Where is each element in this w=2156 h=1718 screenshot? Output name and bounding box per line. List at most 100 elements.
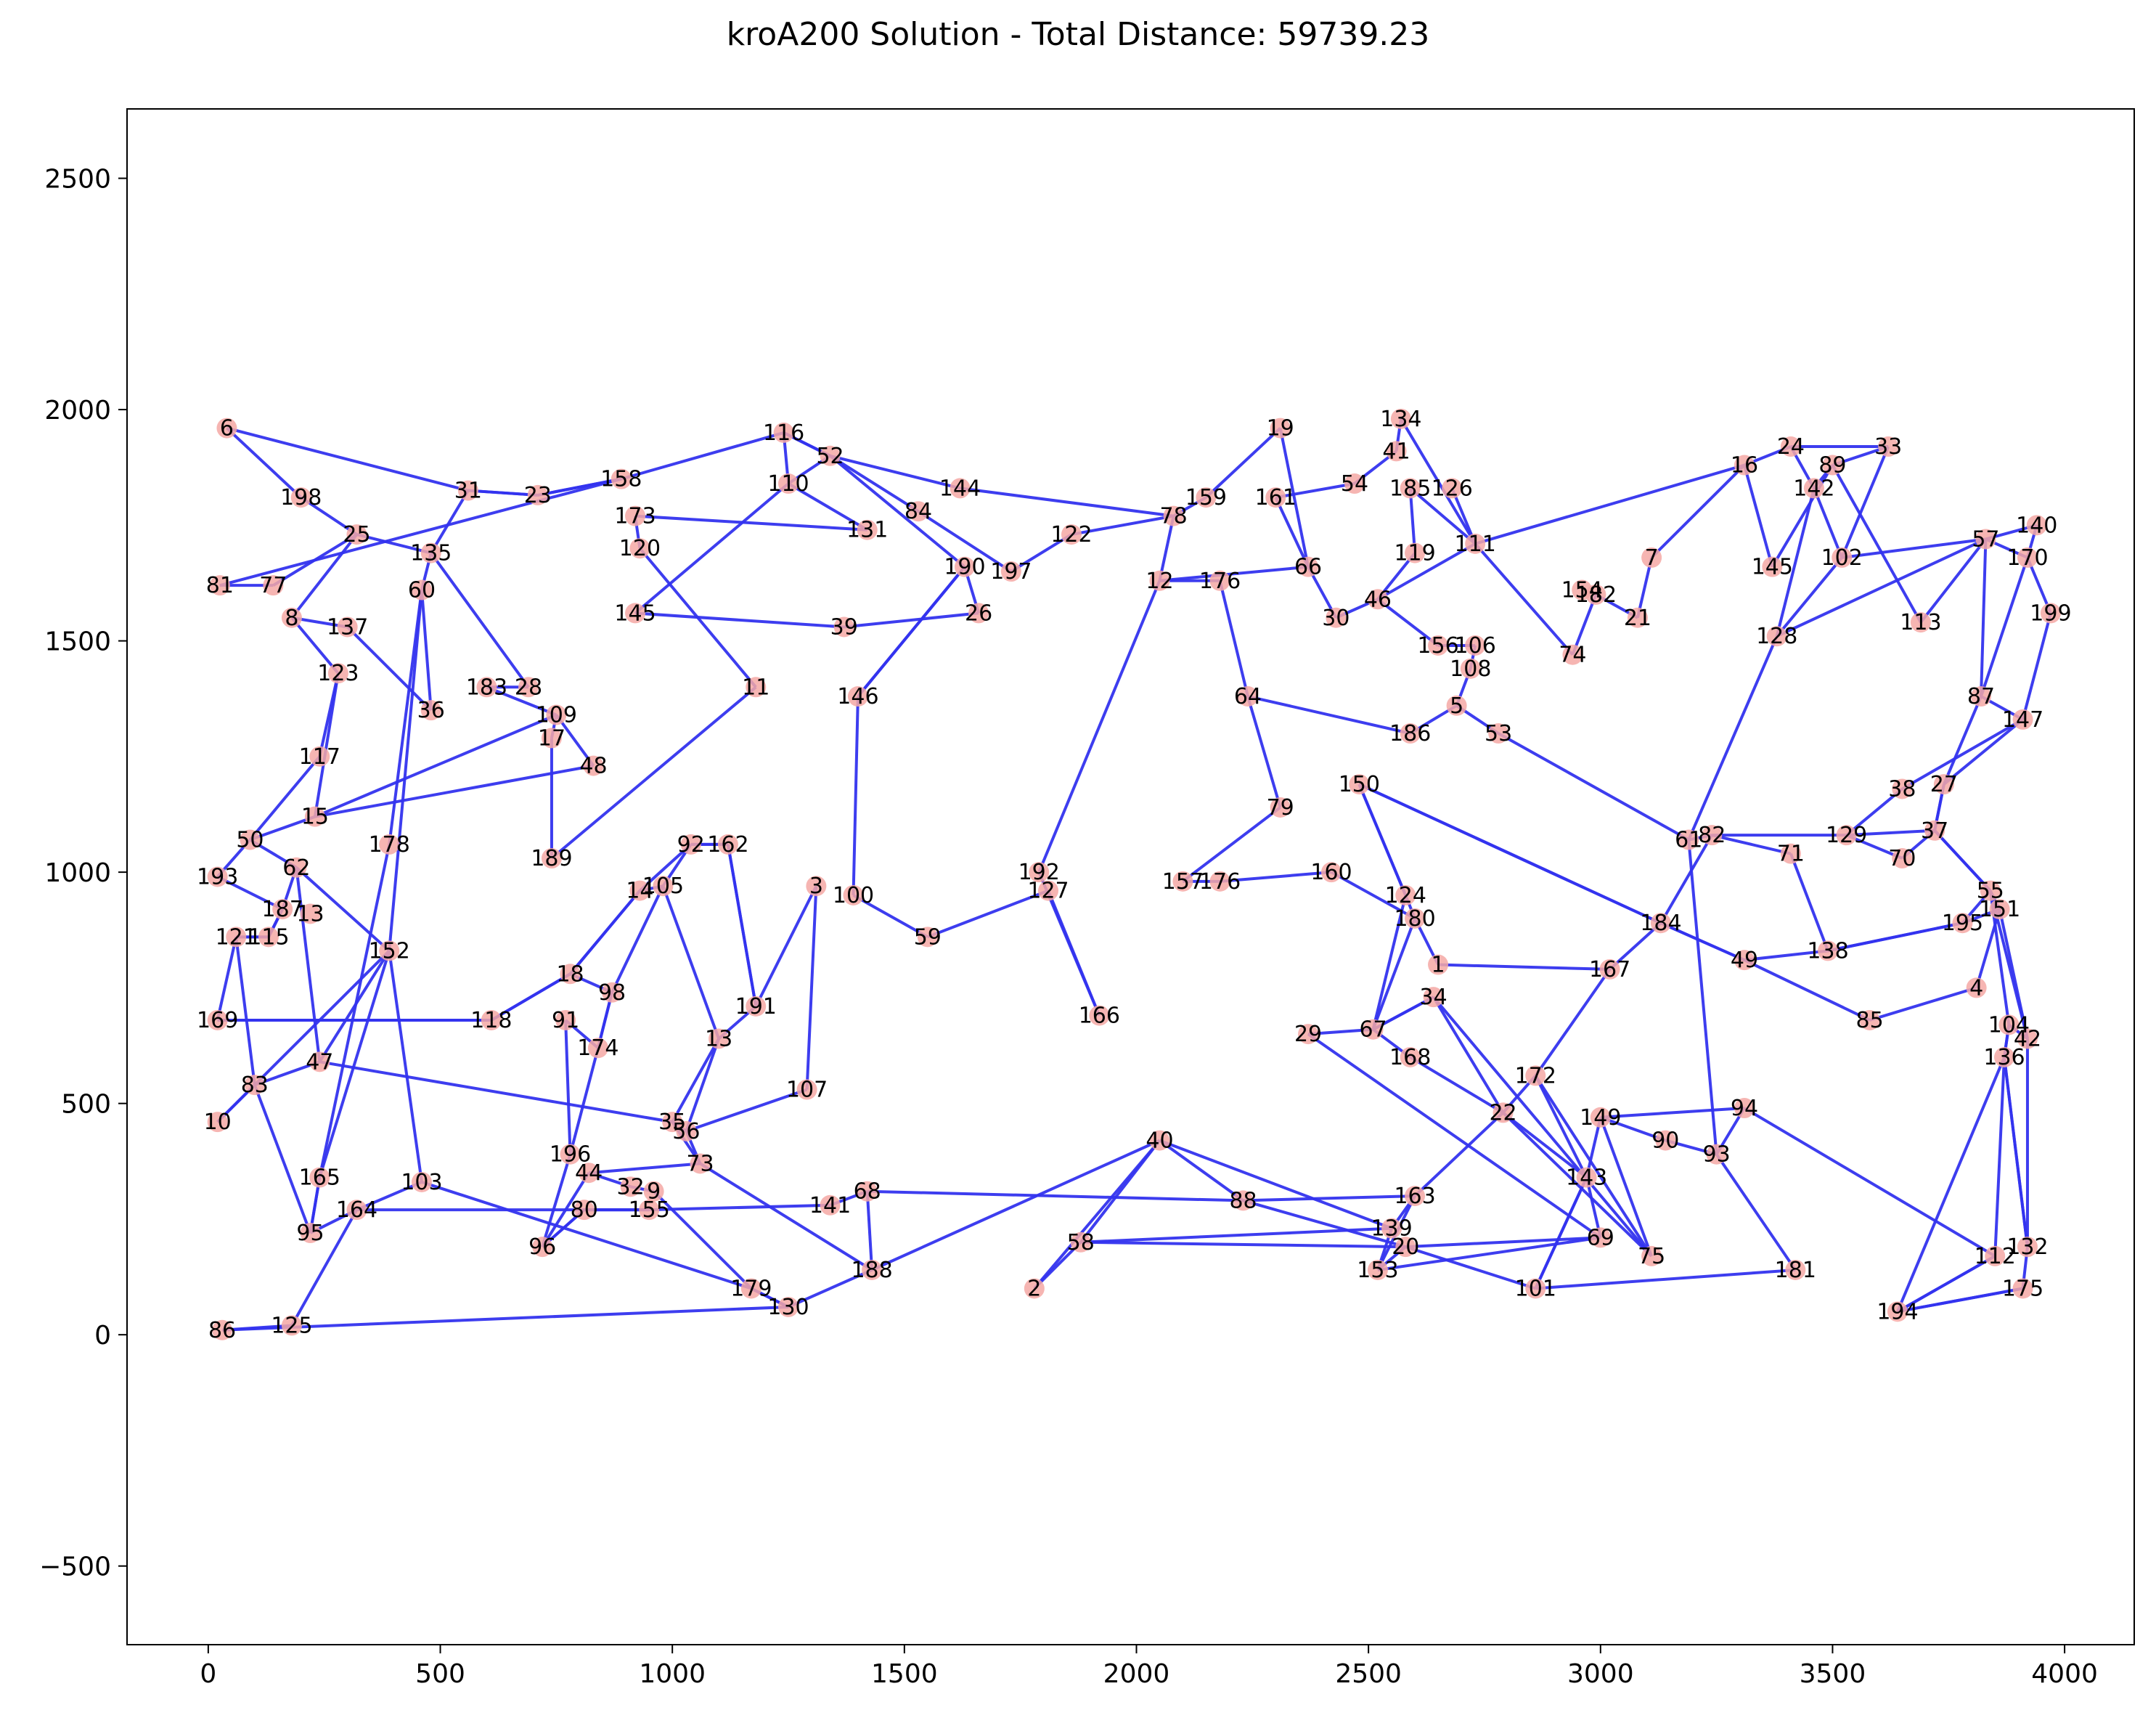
route-edge <box>550 685 757 860</box>
route-edge <box>1413 1111 1504 1197</box>
city-nodes <box>207 408 2061 1340</box>
route-edge <box>1408 488 1417 553</box>
city-label: 174 <box>577 1035 618 1061</box>
city-point <box>1381 1218 1402 1239</box>
city-point <box>1822 455 1843 476</box>
route-edge <box>1071 514 1174 537</box>
x-tick-label: 4000 <box>2031 1659 2098 1689</box>
city-point <box>1966 977 1987 998</box>
city-label: 135 <box>410 541 452 566</box>
route-edge <box>486 685 558 717</box>
city-point <box>1196 487 1217 508</box>
city-label: 197 <box>990 559 1032 585</box>
city-point <box>2017 547 2038 568</box>
city-label: 32 <box>617 1174 645 1200</box>
route-edge <box>1933 829 1992 892</box>
city-point <box>1599 958 1620 980</box>
city-point <box>908 501 929 522</box>
city-point <box>1641 547 1662 568</box>
city-point <box>1924 820 1945 841</box>
city-label: 102 <box>1821 545 1863 571</box>
city-label: 6 <box>220 416 234 441</box>
city-point <box>1442 478 1463 499</box>
route-edge <box>1242 1199 1406 1249</box>
route-edge <box>1432 996 1653 1258</box>
city-point <box>746 677 767 698</box>
city-point <box>2017 1028 2038 1049</box>
city-point <box>1061 524 1082 545</box>
chart-title: kroA200 Solution - Total Distance: 59739… <box>727 16 1430 53</box>
route-edge <box>634 514 867 532</box>
city-point <box>1349 774 1370 795</box>
city-point <box>1641 1245 1662 1266</box>
city-label: 195 <box>1942 911 1983 936</box>
city-label: 101 <box>1515 1276 1556 1301</box>
route-edge <box>2021 612 2052 720</box>
city-label: 188 <box>851 1258 892 1283</box>
route-edge <box>1498 732 1690 842</box>
city-label: 5 <box>1450 693 1463 719</box>
city-label: 18 <box>556 961 584 987</box>
city-point <box>1405 1186 1426 1207</box>
route-edge <box>1371 918 1416 1030</box>
route-edge <box>1159 1139 1244 1202</box>
city-label: 52 <box>816 444 844 469</box>
city-point <box>476 677 497 698</box>
city-point <box>272 899 293 920</box>
x-tick-label: 3500 <box>1800 1659 1866 1689</box>
route-edge <box>1776 556 1843 638</box>
route-edge <box>1840 446 1890 558</box>
route-edge <box>1660 921 1745 961</box>
city-label: 163 <box>1394 1184 1435 1209</box>
route-edge <box>1376 598 1440 647</box>
route-edge <box>1331 871 1416 920</box>
city-label: 164 <box>336 1197 377 1223</box>
route-edge <box>1243 1194 1416 1202</box>
city-label: 80 <box>571 1197 598 1223</box>
city-point <box>1655 1130 1676 1151</box>
city-label: 10 <box>204 1110 232 1135</box>
route-edge <box>830 454 961 490</box>
city-point <box>1233 1190 1254 1211</box>
city-point <box>1975 529 1996 550</box>
route-edge <box>1711 834 1792 855</box>
city-label: 146 <box>837 684 878 709</box>
city-point <box>327 663 348 684</box>
city-label: 149 <box>1580 1105 1621 1131</box>
route-edge <box>685 1088 808 1133</box>
city-label: 193 <box>197 865 238 890</box>
city-point <box>1344 473 1365 494</box>
city-label: 94 <box>1731 1096 1758 1121</box>
city-point <box>717 834 738 855</box>
city-label: 14 <box>626 879 653 904</box>
city-label: 60 <box>408 578 436 603</box>
city-label: 40 <box>1146 1128 1173 1154</box>
city-point <box>602 982 623 1003</box>
city-label: 139 <box>1371 1216 1412 1242</box>
route-edge <box>1744 949 1829 962</box>
city-point <box>778 1296 799 1317</box>
route-edge <box>1993 1057 2006 1256</box>
city-label: 128 <box>1756 624 1797 649</box>
route-edge <box>537 477 622 497</box>
city-point <box>532 1237 553 1258</box>
route-edge <box>1220 871 1332 883</box>
route-edge <box>1159 1139 1392 1230</box>
x-tick-label: 2000 <box>1103 1659 1170 1689</box>
city-label: 68 <box>854 1179 881 1205</box>
city-label: 147 <box>2002 707 2043 733</box>
city-label: 183 <box>466 675 507 700</box>
route-edge <box>1919 538 1987 624</box>
route-edge <box>1998 908 2029 1039</box>
city-label: 48 <box>579 754 607 779</box>
city-point <box>346 524 367 545</box>
city-label: 62 <box>282 855 310 881</box>
city-label: 176 <box>1199 869 1241 895</box>
city-label: 106 <box>1455 633 1496 659</box>
city-point <box>527 484 548 505</box>
city-label: 13 <box>705 1026 732 1051</box>
city-label: 156 <box>1417 633 1458 659</box>
city-label: 186 <box>1389 721 1431 746</box>
city-point <box>555 1009 576 1030</box>
city-label: 134 <box>1380 407 1421 432</box>
